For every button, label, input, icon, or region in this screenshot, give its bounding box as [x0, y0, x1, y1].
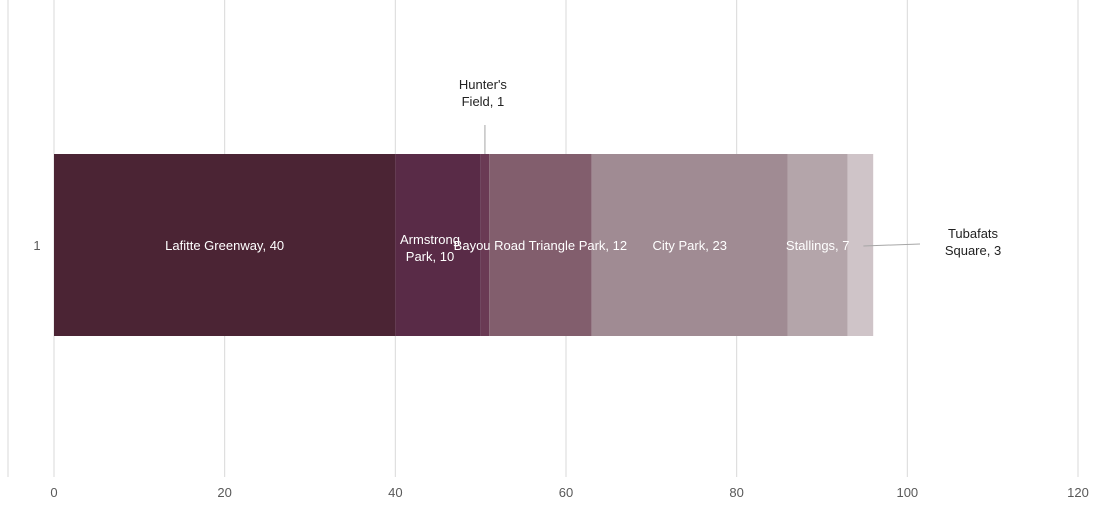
data-label: Hunter's Field, 1 — [459, 77, 508, 109]
leader-lines — [484, 125, 921, 247]
y-tick-labels: 1 — [33, 238, 40, 253]
data-label: Bayou Road Triangle Park, 12 — [454, 238, 627, 253]
bar-segments — [54, 154, 874, 336]
data-label: Lafitte Greenway, 40 — [165, 238, 284, 253]
x-tick-label: 100 — [896, 485, 918, 500]
data-label: City Park, 23 — [653, 238, 727, 253]
data-label: Stallings, 7 — [786, 238, 850, 253]
x-tick-label: 60 — [559, 485, 573, 500]
bar-segment — [395, 154, 481, 336]
x-tick-label: 40 — [388, 485, 402, 500]
data-label: Tubafats Square, 3 — [945, 226, 1001, 258]
bar-segment — [591, 154, 788, 336]
bar-segment — [847, 154, 874, 336]
x-tick-labels: 0 20 40 60 80 100 120 — [50, 485, 1088, 500]
bar-segment — [54, 154, 396, 336]
leader-line — [863, 243, 921, 247]
bar-segment — [787, 154, 848, 336]
x-tick-label: 120 — [1067, 485, 1089, 500]
data-labels: Lafitte Greenway, 40 Armstrong Park, 10 Hun… — [165, 77, 1001, 264]
x-tick-label: 20 — [217, 485, 231, 500]
x-tick-label: 0 — [50, 485, 57, 500]
x-tick-label: 80 — [729, 485, 743, 500]
y-tick-label: 1 — [33, 238, 40, 253]
bar-segment — [480, 154, 490, 336]
data-label: Armstrong Park, 10 — [400, 232, 460, 264]
bar-segment — [489, 154, 592, 336]
